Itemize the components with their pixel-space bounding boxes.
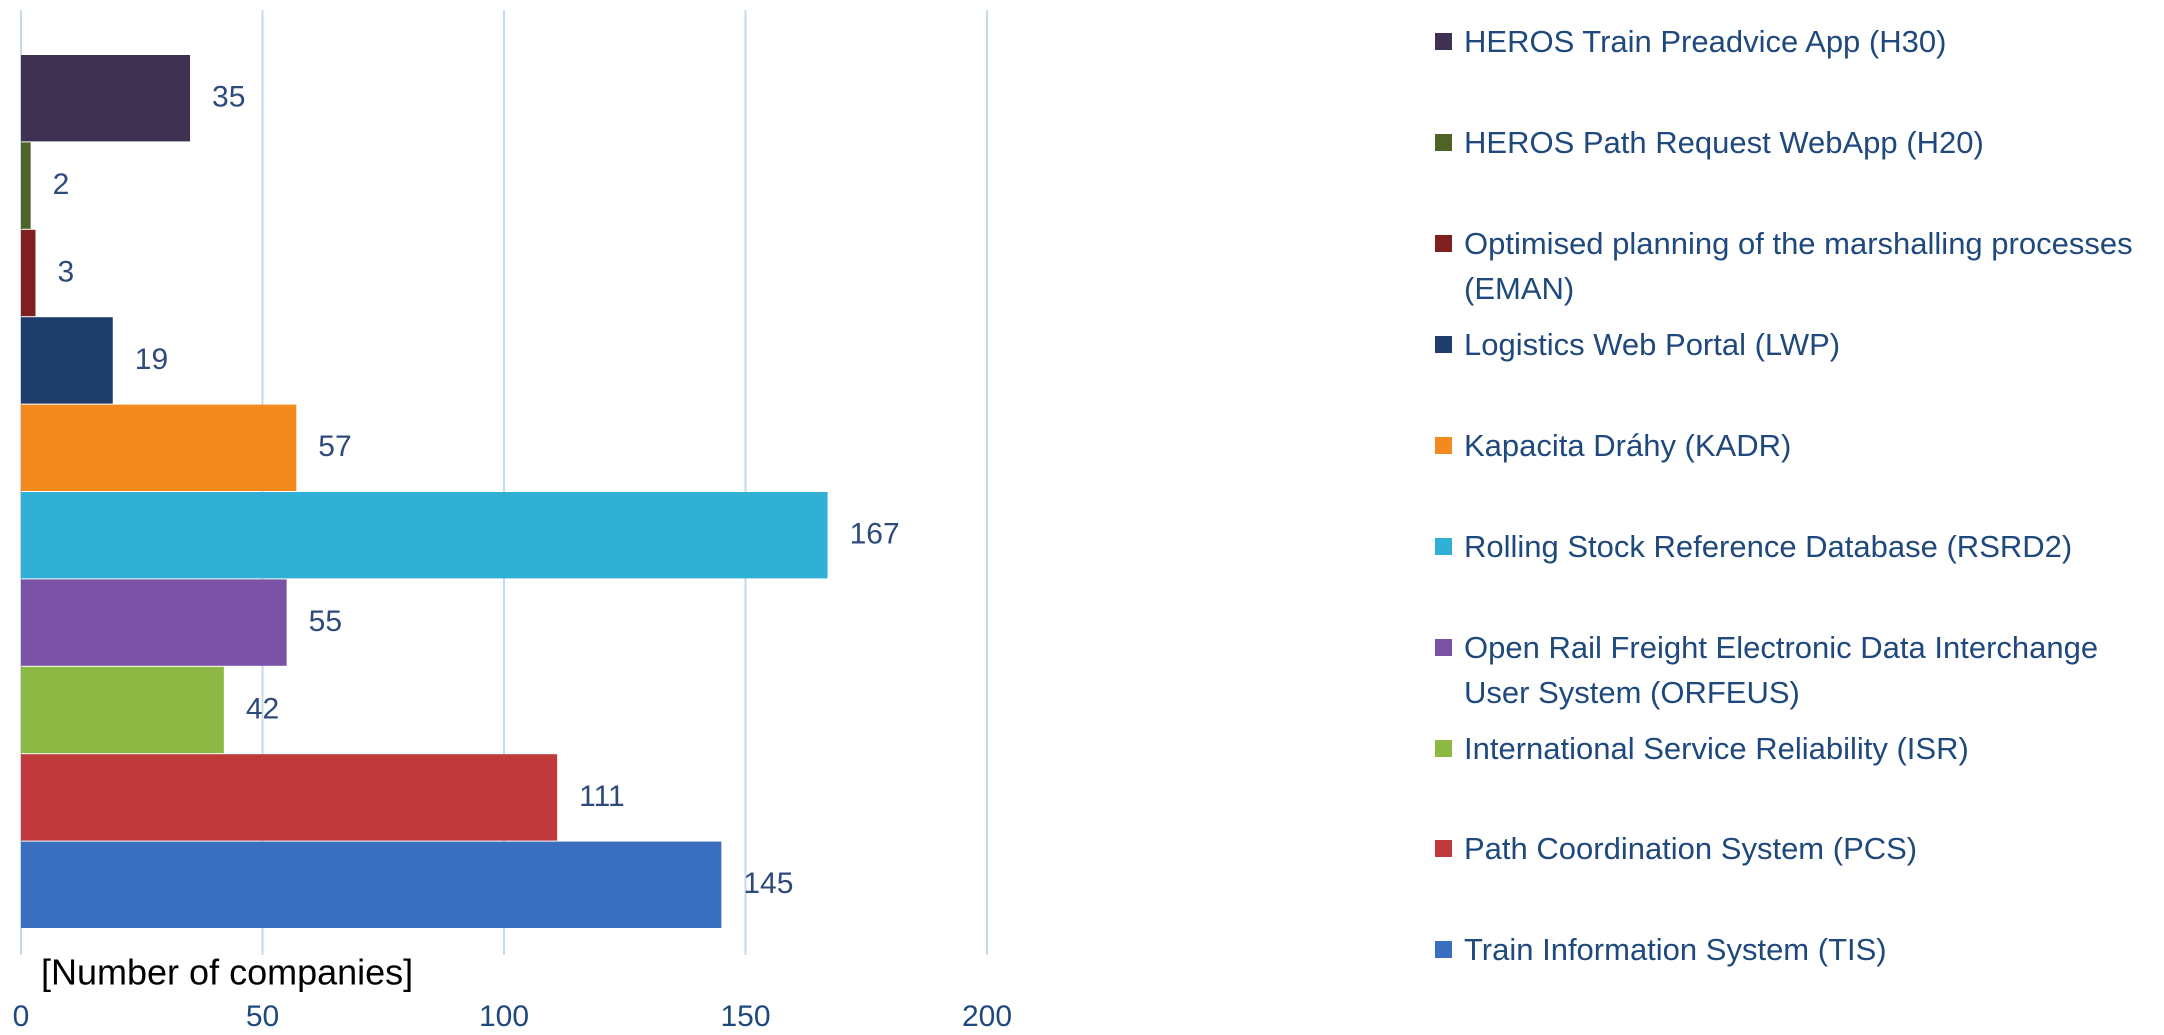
axis-label: [Number of companies] bbox=[41, 952, 413, 993]
legend-swatch bbox=[1435, 638, 1452, 656]
legend-item: Open Rail Freight Electronic Data Interc… bbox=[1435, 625, 2160, 715]
bar bbox=[21, 404, 297, 491]
x-tick-label: 200 bbox=[962, 1000, 1012, 1033]
value-label: 42 bbox=[246, 692, 279, 725]
value-label: 57 bbox=[318, 430, 351, 463]
legend-item: Rolling Stock Reference Database (RSRD2) bbox=[1435, 524, 2160, 569]
chart: [Number of companies] 0 50 100 150 200 35 2 3 19… bbox=[13, 10, 1012, 1033]
legend-swatch bbox=[1435, 436, 1452, 454]
bar bbox=[21, 317, 113, 404]
legend-label: Kapacita Dráhy (KADR) bbox=[1464, 427, 1792, 463]
legend-item: HEROS Path Request WebApp (H20) bbox=[1435, 120, 2160, 165]
legend-label: Logistics Web Portal (LWP) bbox=[1464, 327, 1841, 363]
value-label: 19 bbox=[135, 343, 168, 376]
legend-label: Optimised planning of the marshalling pr… bbox=[1464, 226, 2133, 307]
legend-item: Kapacita Dráhy (KADR) bbox=[1435, 423, 2160, 468]
legend-swatch bbox=[1435, 941, 1452, 959]
legend-item: International Service Reliability (ISR) bbox=[1435, 726, 2160, 771]
x-tick-label: 150 bbox=[720, 1000, 770, 1033]
bar bbox=[21, 579, 287, 666]
bar bbox=[21, 841, 722, 928]
value-label: 167 bbox=[850, 518, 900, 551]
legend-label: Open Rail Freight Electronic Data Interc… bbox=[1464, 629, 2099, 710]
legend-label: Train Information System (TIS) bbox=[1464, 932, 1887, 968]
bar bbox=[21, 55, 191, 142]
value-label: 55 bbox=[309, 605, 342, 638]
legend-swatch bbox=[1435, 537, 1452, 555]
legend-item: HEROS Train Preadvice App (H30) bbox=[1435, 19, 2160, 64]
legend-swatch bbox=[1435, 134, 1452, 152]
legend-swatch bbox=[1435, 336, 1452, 354]
legend-item: Logistics Web Portal (LWP) bbox=[1435, 322, 2160, 367]
legend-item: Train Information System (TIS) bbox=[1435, 927, 2160, 972]
bar bbox=[21, 754, 558, 841]
bar bbox=[21, 492, 828, 579]
bar bbox=[21, 229, 36, 317]
legend-swatch bbox=[1435, 33, 1452, 51]
legend-swatch bbox=[1435, 235, 1452, 253]
legend-label: HEROS Path Request WebApp (H20) bbox=[1464, 125, 1984, 161]
x-tick-label: 0 bbox=[13, 1000, 30, 1033]
legend: HEROS Train Preadvice App (H30) HEROS Pat… bbox=[1435, 0, 2160, 1035]
legend-label: International Service Reliability (ISR) bbox=[1464, 730, 1969, 766]
value-label: 2 bbox=[53, 168, 70, 201]
bar bbox=[21, 666, 224, 754]
legend-item: Optimised planning of the marshalling pr… bbox=[1435, 221, 2160, 311]
legend-item: Path Coordination System (PCS) bbox=[1435, 826, 2160, 871]
value-label: 111 bbox=[579, 780, 625, 813]
bar bbox=[21, 142, 31, 229]
value-label: 3 bbox=[57, 255, 74, 288]
value-label: 35 bbox=[212, 81, 245, 114]
value-label: 145 bbox=[743, 867, 793, 900]
legend-swatch bbox=[1435, 739, 1452, 757]
legend-swatch bbox=[1435, 840, 1452, 858]
x-tick-label: 100 bbox=[479, 1000, 529, 1033]
legend-label: HEROS Train Preadvice App (H30) bbox=[1464, 24, 1947, 60]
legend-label: Rolling Stock Reference Database (RSRD2) bbox=[1464, 528, 2073, 564]
legend-label: Path Coordination System (PCS) bbox=[1464, 831, 1918, 867]
x-tick-label: 50 bbox=[246, 1000, 279, 1033]
